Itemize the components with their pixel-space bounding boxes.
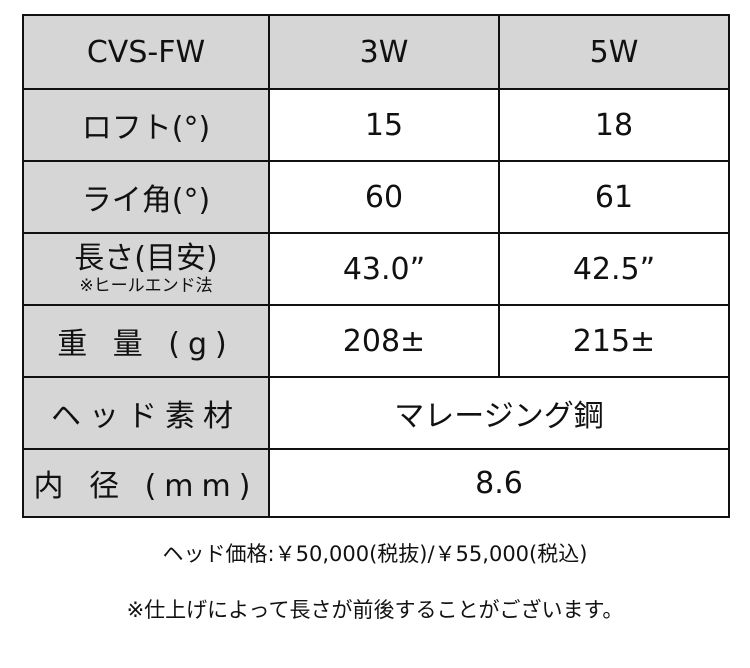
row-loft: ロフト(°) 15 18 [22, 88, 730, 162]
row-label: ヘッド素材 [22, 376, 270, 450]
cell-5w: 215± [498, 304, 730, 378]
spec-table: CVS-FW 3W 5W ロフト(°) 15 18 ライ角(°) 60 61 長… [22, 14, 730, 518]
price-note: ヘッド価格:￥50,000(税抜)/￥55,000(税込) [162, 542, 588, 566]
header-5w: 5W [498, 14, 730, 90]
row-label: ライ角(°) [22, 160, 270, 234]
row-label-cell: 長さ(目安) ※ヒールエンド法 [22, 232, 270, 306]
row-head-material: ヘッド素材 マレージング鋼 [22, 376, 730, 450]
cell-5w: 18 [498, 88, 730, 162]
row-sublabel: ※ヒールエンド法 [79, 276, 213, 296]
header-model: CVS-FW [22, 14, 270, 90]
cell-3w: 208± [268, 304, 500, 378]
cell-3w: 15 [268, 88, 500, 162]
cell-5w: 42.5” [498, 232, 730, 306]
row-length: 長さ(目安) ※ヒールエンド法 43.0” 42.5” [22, 232, 730, 306]
row-label: 長さ(目安) [74, 241, 218, 276]
header-row: CVS-FW 3W 5W [22, 14, 730, 90]
row-weight: 重 量 (g) 208± 215± [22, 304, 730, 378]
row-lie: ライ角(°) 60 61 [22, 160, 730, 234]
cell-5w: 61 [498, 160, 730, 234]
header-3w: 3W [268, 14, 500, 90]
disclaimer-note: ※仕上げによって長さが前後することがございます。 [126, 598, 624, 622]
cell-3w: 43.0” [268, 232, 500, 306]
row-label: 重 量 (g) [22, 304, 270, 378]
cell-merged: マレージング鋼 [268, 376, 730, 450]
cell-merged: 8.6 [268, 448, 730, 518]
row-label: ロフト(°) [22, 88, 270, 162]
cell-3w: 60 [268, 160, 500, 234]
row-label: 内 径 (mm) [22, 448, 270, 518]
row-inner-diameter: 内 径 (mm) 8.6 [22, 448, 730, 518]
